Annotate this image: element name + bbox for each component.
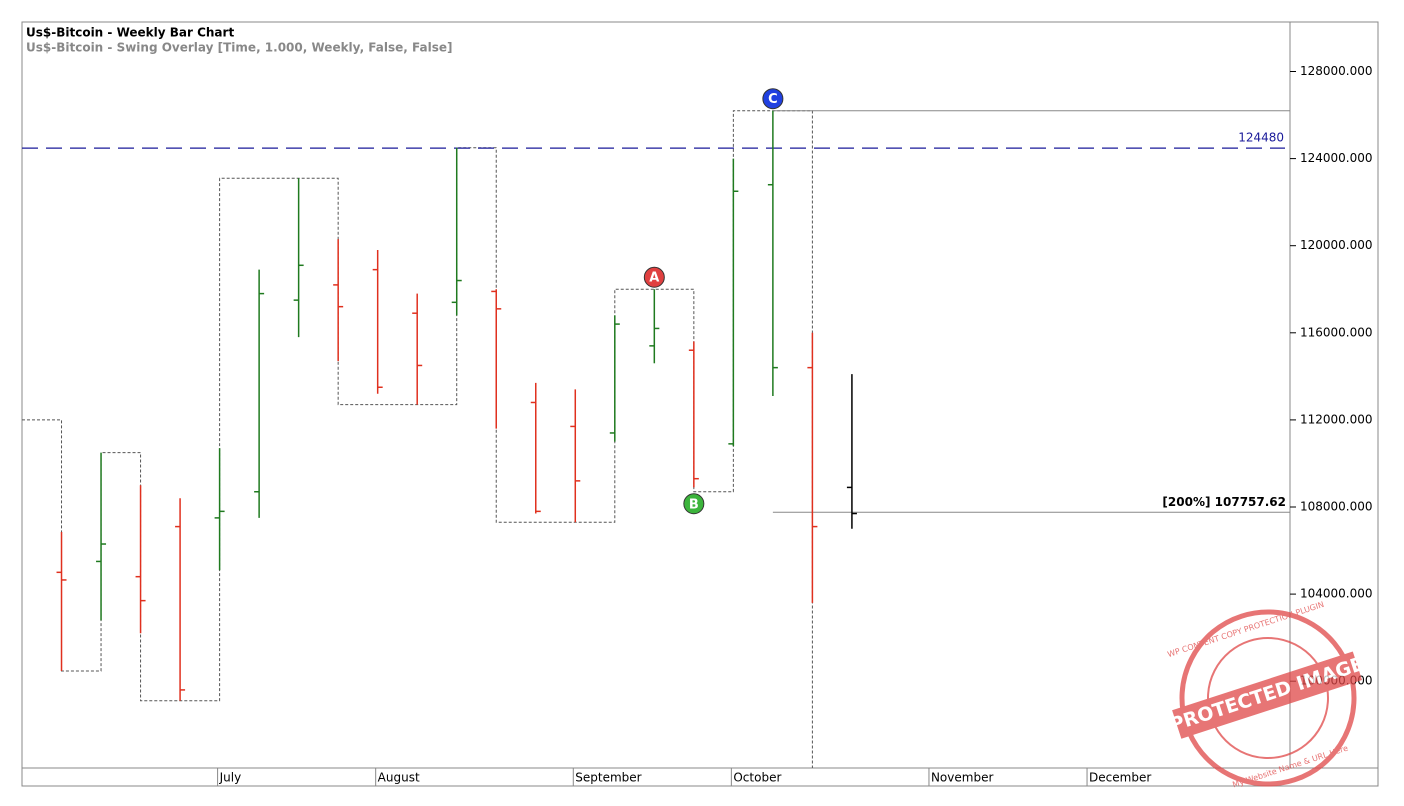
swing-marker <box>643 266 665 288</box>
x-tick-label: October <box>733 771 781 785</box>
swing-marker-label: C <box>768 92 778 107</box>
y-tick-label: 108000.000 <box>1300 500 1373 514</box>
y-tick-label: 124000.000 <box>1300 151 1373 165</box>
y-tick-label: 128000.000 <box>1300 64 1373 78</box>
x-tick-label: July <box>219 771 242 785</box>
x-tick-label: December <box>1089 771 1151 785</box>
x-axis-band <box>21 767 1379 787</box>
swing-marker <box>683 493 705 515</box>
stamp-band <box>1172 651 1363 739</box>
level-label: 124480 <box>1238 131 1284 145</box>
frame <box>21 21 1379 787</box>
swing-marker-label: A <box>649 271 659 286</box>
swing-marker-label: B <box>689 497 699 512</box>
y-tick-label: 120000.000 <box>1300 238 1373 252</box>
chart-subtitle: Us$-Bitcoin - Swing Overlay [Time, 1.000… <box>26 41 453 55</box>
y-tick-label: 104000.000 <box>1300 587 1373 601</box>
y-tick-label: 116000.000 <box>1300 325 1373 339</box>
x-tick-label: November <box>931 771 993 785</box>
swing-marker <box>762 88 784 110</box>
x-tick-label: September <box>575 771 641 785</box>
y-tick-label: 112000.000 <box>1300 412 1373 426</box>
x-tick-label: August <box>378 771 420 785</box>
chart-title: Us$-Bitcoin - Weekly Bar Chart <box>26 26 234 40</box>
target-label: [200%] 107757.62 <box>1162 495 1286 509</box>
